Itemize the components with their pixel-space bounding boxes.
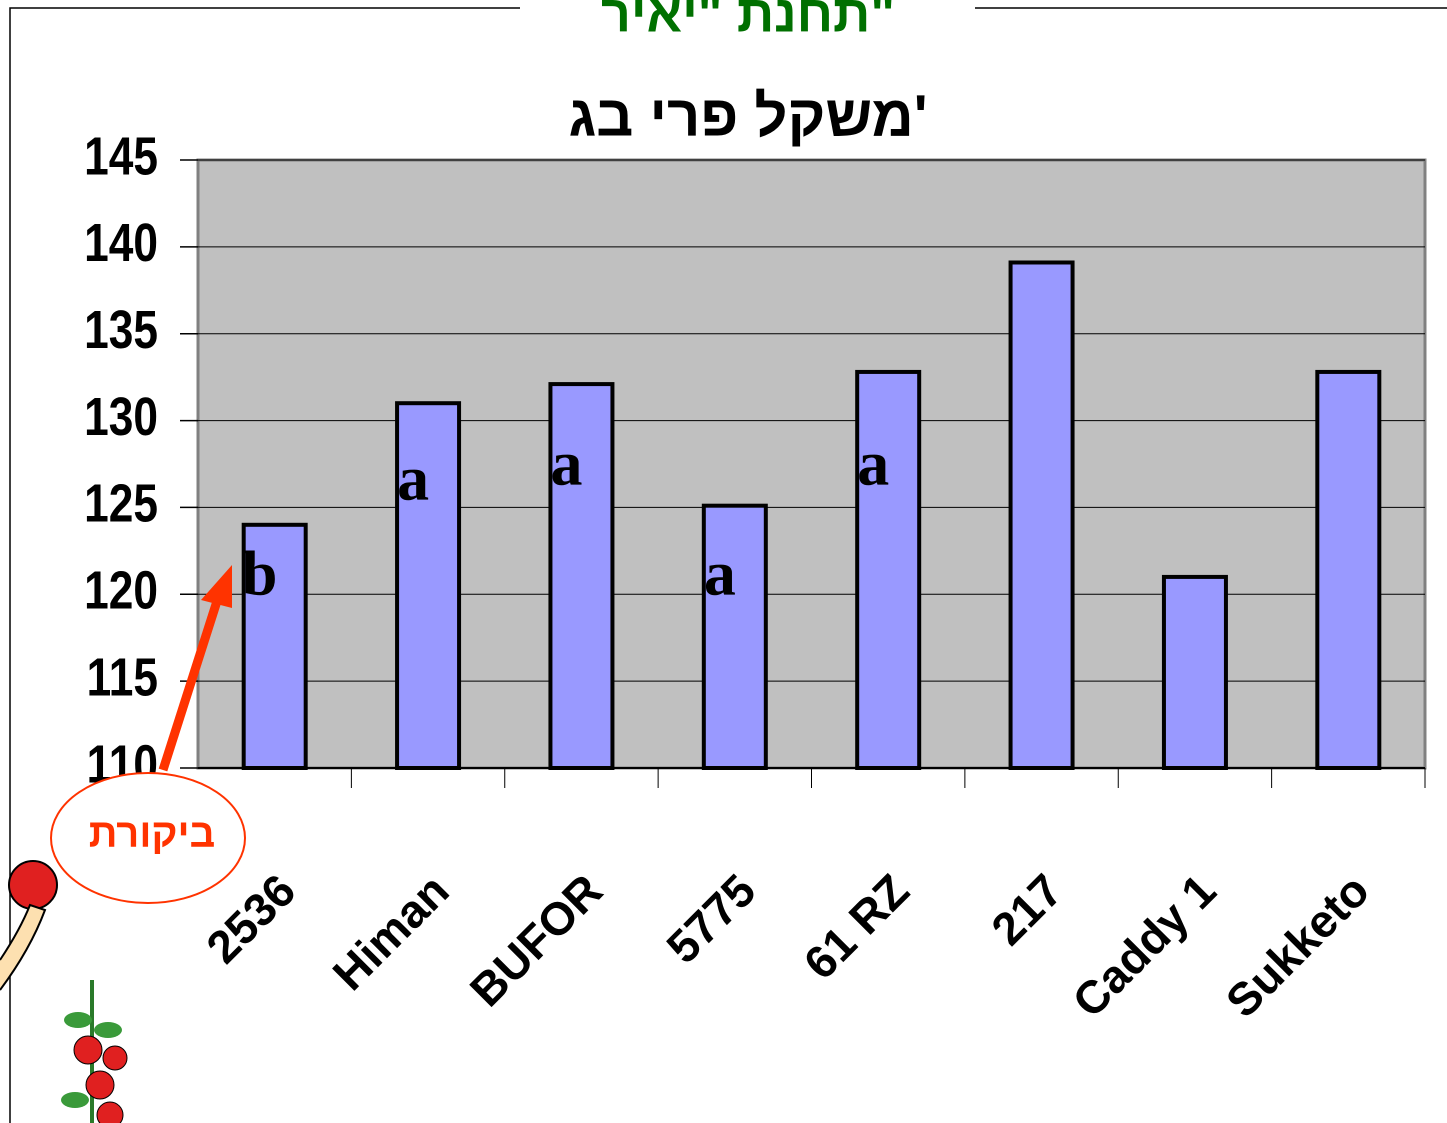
tomato-clipart [0, 860, 128, 1123]
x-tick-label: Sukketo [1216, 864, 1379, 1027]
y-tick-label: 140 [84, 213, 158, 273]
annotation-ellipse [50, 772, 246, 904]
y-tick-label: 125 [84, 474, 158, 534]
annotation-arrowhead [201, 565, 232, 608]
annotation-arrow [158, 596, 223, 772]
bar [1161, 574, 1228, 771]
y-tick-label: 115 [87, 647, 158, 707]
bar [395, 401, 462, 770]
slide-border [9, 7, 1447, 1123]
bar [1315, 369, 1382, 770]
value-label: a [704, 538, 736, 609]
value-label: b [242, 538, 278, 609]
x-tick-label: Himan [323, 864, 459, 1000]
x-tick-label: 5775 [656, 864, 765, 973]
y-tick-label: 130 [84, 387, 158, 447]
x-tick-label: 61 RZ [794, 864, 919, 989]
bar [855, 369, 922, 770]
chart-title: תחנת "יאיר" [601, 0, 895, 44]
x-tick-label: BUFOR [460, 864, 612, 1016]
bar [701, 503, 768, 770]
bar [548, 382, 615, 770]
bar [241, 522, 308, 770]
value-label: a [550, 428, 582, 499]
x-tick-label: Caddy 1 [1062, 864, 1225, 1027]
chart-subtitle: משקל פרי בג' [569, 83, 928, 148]
plot-area [196, 158, 1427, 770]
y-tick-label: 145 [84, 126, 158, 186]
bar [1008, 260, 1075, 770]
y-tick-label: 135 [84, 300, 158, 360]
y-tick-label: 120 [84, 560, 158, 620]
value-label: a [857, 428, 889, 499]
value-label: a [397, 443, 429, 514]
x-tick-label: 217 [981, 864, 1072, 955]
annotation: ביקורת [89, 812, 215, 856]
